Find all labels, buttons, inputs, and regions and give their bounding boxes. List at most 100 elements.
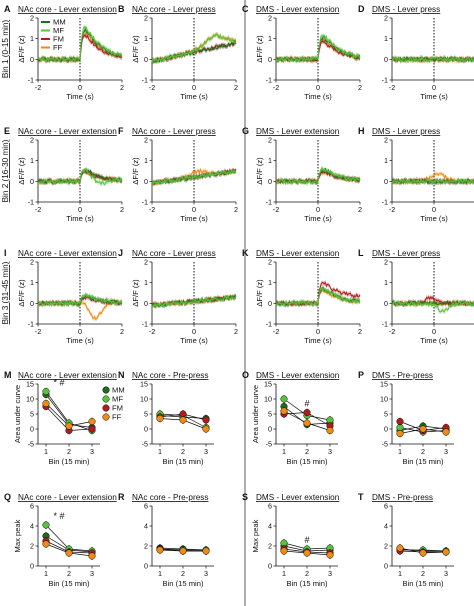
y-tick-label: 2 <box>30 258 34 267</box>
legend-label-fm: FM <box>53 35 64 44</box>
panel-letter: E <box>4 126 10 136</box>
panel-letter: J <box>118 248 123 258</box>
trace-panel-f: F NAc core - Lever press -1 0 1 2 -2 0 2 Time (s)… <box>118 126 238 223</box>
y-tick-label: -1 <box>142 198 148 207</box>
y-tick-label: 2 <box>144 136 148 145</box>
y-axis-label: ΔF/F (z) <box>17 35 26 63</box>
x-tick-label: -2 <box>35 327 41 336</box>
panel-letter: H <box>358 126 365 136</box>
data-point-fm <box>88 425 96 433</box>
trace-line-mf <box>275 35 361 63</box>
x-tick-label: 0 <box>316 83 320 92</box>
x-tick-label: 1 <box>398 569 402 578</box>
data-point-ff <box>156 546 164 554</box>
panel-letter: P <box>358 370 364 380</box>
y-tick-label: -1 <box>266 76 272 85</box>
x-tick-label: 3 <box>204 569 208 578</box>
panel-title: NAc core - Lever press <box>132 5 216 14</box>
y-tick-label: 0 <box>268 177 272 186</box>
x-axis-label: Time (s) <box>304 336 332 345</box>
data-point-ff <box>442 428 450 436</box>
y-tick-label: 10 <box>26 395 34 404</box>
x-tick-label: 2 <box>421 447 425 456</box>
summary-panel-m: M NAc core - Lever extension -5 0 5 10 15 1 2 3Bi… <box>4 370 125 466</box>
row-label-bin-3: Bin 3 (31-45 min) <box>1 261 10 324</box>
x-tick-label: -2 <box>389 83 395 92</box>
x-tick-label: 2 <box>67 447 71 456</box>
data-point-ff <box>88 552 96 560</box>
x-axis-label: Time (s) <box>180 336 208 345</box>
x-axis-label: Bin (15 min) <box>403 457 444 466</box>
y-tick-label: 1 <box>384 34 388 43</box>
panel-title: NAc core - Lever press <box>132 127 216 136</box>
y-tick-label: 6 <box>268 502 272 511</box>
trace-panel-g: G DMS - Lever extension -1 0 1 2 -2 0 2 Time (s) Δ… <box>242 126 362 223</box>
trace-line-mf <box>37 293 123 307</box>
x-axis-label: Time (s) <box>66 214 94 223</box>
y-tick-label: 0 <box>30 299 34 308</box>
y-tick-label: 15 <box>140 380 148 389</box>
x-tick-label: 3 <box>328 569 332 578</box>
y-axis-label: ΔF/F (z) <box>255 35 264 63</box>
data-point-fm <box>202 416 210 424</box>
y-tick-label: 15 <box>380 380 388 389</box>
y-tick-label: 0 <box>384 425 388 434</box>
x-tick-label: 3 <box>90 447 94 456</box>
x-tick-label: -2 <box>149 83 155 92</box>
panel-title: DMS - Lever extension <box>256 249 340 258</box>
y-tick-label: 0 <box>30 177 34 186</box>
x-tick-label: 2 <box>67 569 71 578</box>
y-tick-label: 2 <box>384 542 388 551</box>
trace-line-mf <box>151 33 237 63</box>
data-point-ff <box>88 417 96 426</box>
x-tick-label: 2 <box>120 327 124 336</box>
data-point-ff <box>326 426 334 435</box>
y-tick-label: 0 <box>384 177 388 186</box>
y-tick-label: -1 <box>142 76 148 85</box>
trace-sem-mf <box>38 291 122 308</box>
x-axis-label: Time (s) <box>180 92 208 101</box>
x-axis-label: Time (s) <box>66 92 94 101</box>
x-tick-label: 2 <box>305 569 309 578</box>
data-point-ff <box>419 549 427 557</box>
y-tick-label: 5 <box>384 410 388 419</box>
x-axis-label: Bin (15 min) <box>287 579 328 588</box>
x-tick-label: -2 <box>273 205 279 214</box>
x-tick-label: 2 <box>181 569 185 578</box>
y-tick-label: 2 <box>144 14 148 23</box>
x-tick-label: -2 <box>273 327 279 336</box>
panel-letter: O <box>242 370 249 380</box>
y-tick-label: -1 <box>382 320 388 329</box>
y-tick-label: 10 <box>264 395 272 404</box>
x-axis-label: Bin (15 min) <box>163 457 204 466</box>
data-point-mf <box>280 395 288 403</box>
data-point-ff <box>42 399 50 408</box>
panel-title: DMS - Lever press <box>372 249 440 258</box>
panel-title: NAc core - Pre-press <box>132 493 208 502</box>
panel-letter: B <box>118 4 125 14</box>
y-tick-label: 2 <box>268 258 272 267</box>
data-point-ff <box>326 551 334 559</box>
y-tick-label: 1 <box>268 278 272 287</box>
panel-letter: R <box>118 492 125 502</box>
panel-letter: G <box>242 126 249 136</box>
y-tick-label: 0 <box>144 55 148 64</box>
panel-letter: M <box>4 370 12 380</box>
panel-letter: L <box>358 248 364 258</box>
data-point-ff <box>65 549 73 557</box>
x-tick-label: 1 <box>398 447 402 456</box>
x-tick-label: 0 <box>316 205 320 214</box>
panel-letter: T <box>358 492 364 502</box>
trace-panel-i: I NAc core - Lever extension -1 0 1 2 -2 0 2 Time… <box>4 248 124 345</box>
y-axis-label: ΔF/F (z) <box>131 157 140 185</box>
y-tick-label: 2 <box>268 136 272 145</box>
trace-line-mm <box>391 300 474 307</box>
data-point-ff <box>156 414 164 423</box>
legend-label-mm: MM <box>53 18 66 27</box>
x-tick-label: 2 <box>421 569 425 578</box>
y-tick-label: 1 <box>30 156 34 165</box>
